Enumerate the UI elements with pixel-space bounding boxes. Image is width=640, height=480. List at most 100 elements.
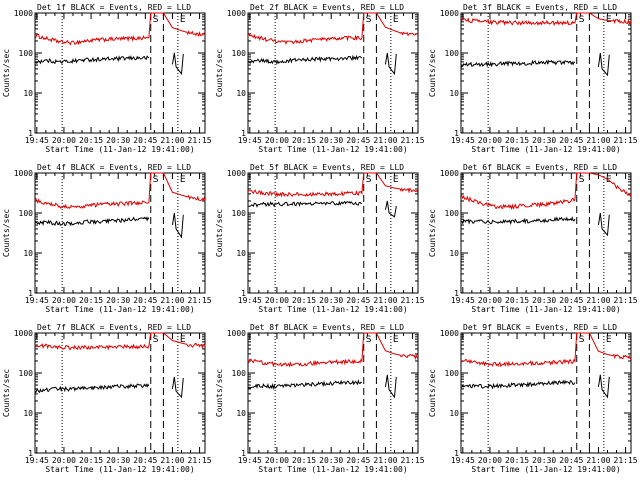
y-tick-label: 1: [241, 289, 246, 298]
x-tick-label: 20:30: [319, 456, 343, 465]
x-tick-label: 20:00: [52, 456, 76, 465]
start-marker-label: S: [579, 175, 585, 185]
y-tick-label: 100: [19, 209, 34, 218]
y-axis-label: Counts/sec: [428, 369, 437, 417]
x-tick-label: 19:45: [25, 456, 49, 465]
x-tick-label: 21:00: [160, 456, 184, 465]
y-tick-label: 100: [232, 209, 247, 218]
y-tick-label: 10: [236, 89, 246, 98]
x-tick-label: 20:45: [346, 296, 370, 305]
x-tick-label: 19:45: [25, 296, 49, 305]
x-tick-label: 20:45: [346, 136, 370, 145]
y-tick-label: 1: [241, 449, 246, 458]
end-marker-label: E: [606, 335, 612, 345]
y-tick-label: 1000: [227, 9, 246, 18]
x-tick-label: 20:15: [292, 456, 316, 465]
y-tick-label: 10: [23, 249, 33, 258]
x-tick-label: 21:15: [188, 296, 212, 305]
panel-title: Det 3f BLACK = Events, RED = LLD: [463, 3, 617, 12]
x-axis-label: Start Time (11-Jan-12 19:41:00): [45, 305, 194, 314]
plot-frame: [460, 12, 632, 134]
events-series-line: [460, 374, 610, 399]
x-tick-label: 20:00: [478, 296, 502, 305]
events-series-line: [34, 52, 184, 76]
events-series-line: [34, 376, 184, 399]
x-tick-label: 20:15: [79, 456, 103, 465]
lld-series-line: [460, 12, 632, 27]
x-tick-label: 20:15: [79, 296, 103, 305]
x-tick-label: 20:30: [532, 456, 556, 465]
x-axis-label: Start Time (11-Jan-12 19:41:00): [471, 145, 620, 154]
end-marker-label: E: [180, 15, 186, 25]
y-tick-label: 100: [19, 369, 34, 378]
y-axis-label: Counts/sec: [215, 209, 224, 257]
x-tick-label: 21:15: [401, 296, 425, 305]
x-tick-label: 19:45: [451, 136, 475, 145]
panel-title: Det 9f BLACK = Events, RED = LLD: [463, 323, 617, 332]
x-tick-label: 20:30: [319, 136, 343, 145]
x-tick-label: 21:15: [614, 136, 638, 145]
x-tick-label: 20:45: [559, 136, 583, 145]
plot-frame: [460, 172, 632, 294]
panel-title: Det 2f BLACK = Events, RED = LLD: [250, 3, 404, 12]
y-tick-label: 10: [449, 89, 459, 98]
start-marker-label: S: [366, 15, 372, 25]
start-marker-label: S: [579, 335, 585, 345]
start-marker-label: S: [579, 15, 585, 25]
x-tick-label: 20:15: [505, 456, 529, 465]
x-tick-label: 19:45: [451, 296, 475, 305]
detector-panel-7: Det 7f BLACK = Events, RED = LLD 1 10 100 10…: [2, 323, 212, 474]
x-tick-label: 20:45: [133, 456, 157, 465]
y-tick-label: 10: [236, 409, 246, 418]
x-axis-label: Start Time (11-Jan-12 19:41:00): [45, 465, 194, 474]
detector-panel-3: Det 3f BLACK = Events, RED = LLD 1 10 100 10…: [428, 3, 638, 154]
x-axis-label: Start Time (11-Jan-12 19:41:00): [471, 305, 620, 314]
panel-title: Det 5f BLACK = Events, RED = LLD: [250, 163, 404, 172]
y-tick-label: 1: [454, 289, 459, 298]
x-tick-label: 21:15: [401, 456, 425, 465]
x-tick-label: 20:00: [52, 296, 76, 305]
events-series-line: [247, 200, 397, 218]
end-marker-label: E: [180, 175, 186, 185]
detector-panel-6: Det 6f BLACK = Events, RED = LLD 1 10 100 10…: [428, 163, 638, 314]
y-tick-label: 1000: [14, 169, 33, 178]
y-tick-label: 1: [454, 129, 459, 138]
x-tick-label: 20:30: [532, 296, 556, 305]
events-series-line: [460, 212, 610, 237]
y-tick-label: 1000: [440, 169, 459, 178]
panel-title: Det 7f BLACK = Events, RED = LLD: [37, 323, 191, 332]
y-tick-label: 1: [28, 289, 33, 298]
panel-title: Det 6f BLACK = Events, RED = LLD: [463, 163, 617, 172]
x-tick-label: 21:00: [373, 456, 397, 465]
y-tick-label: 10: [449, 249, 459, 258]
y-tick-label: 1000: [440, 329, 459, 338]
y-axis-label: Counts/sec: [428, 209, 437, 257]
x-tick-label: 21:00: [160, 136, 184, 145]
y-tick-label: 10: [449, 409, 459, 418]
end-marker-label: E: [180, 335, 186, 345]
plot-frame: [34, 172, 206, 294]
x-tick-label: 19:45: [25, 136, 49, 145]
y-tick-label: 100: [232, 369, 247, 378]
lld-series-line: [460, 172, 632, 211]
lld-series-line: [460, 332, 632, 368]
x-axis-label: Start Time (11-Jan-12 19:41:00): [258, 145, 407, 154]
x-tick-label: 20:30: [106, 296, 130, 305]
detector-panel-9: Det 9f BLACK = Events, RED = LLD 1 10 100 10…: [428, 323, 638, 474]
plot-frame: [34, 12, 206, 134]
x-tick-label: 20:45: [346, 456, 370, 465]
x-tick-label: 21:15: [614, 296, 638, 305]
y-tick-label: 1: [241, 129, 246, 138]
start-marker-label: S: [153, 15, 159, 25]
panel-title: Det 4f BLACK = Events, RED = LLD: [37, 163, 191, 172]
y-tick-label: 100: [445, 49, 460, 58]
x-tick-label: 20:00: [265, 296, 289, 305]
y-tick-label: 100: [232, 49, 247, 58]
plot-frame: [247, 172, 419, 294]
y-axis-label: Counts/sec: [2, 49, 11, 97]
events-series-line: [460, 52, 610, 77]
y-tick-label: 10: [23, 89, 33, 98]
events-series-line: [247, 374, 397, 399]
end-marker-label: E: [393, 15, 399, 25]
